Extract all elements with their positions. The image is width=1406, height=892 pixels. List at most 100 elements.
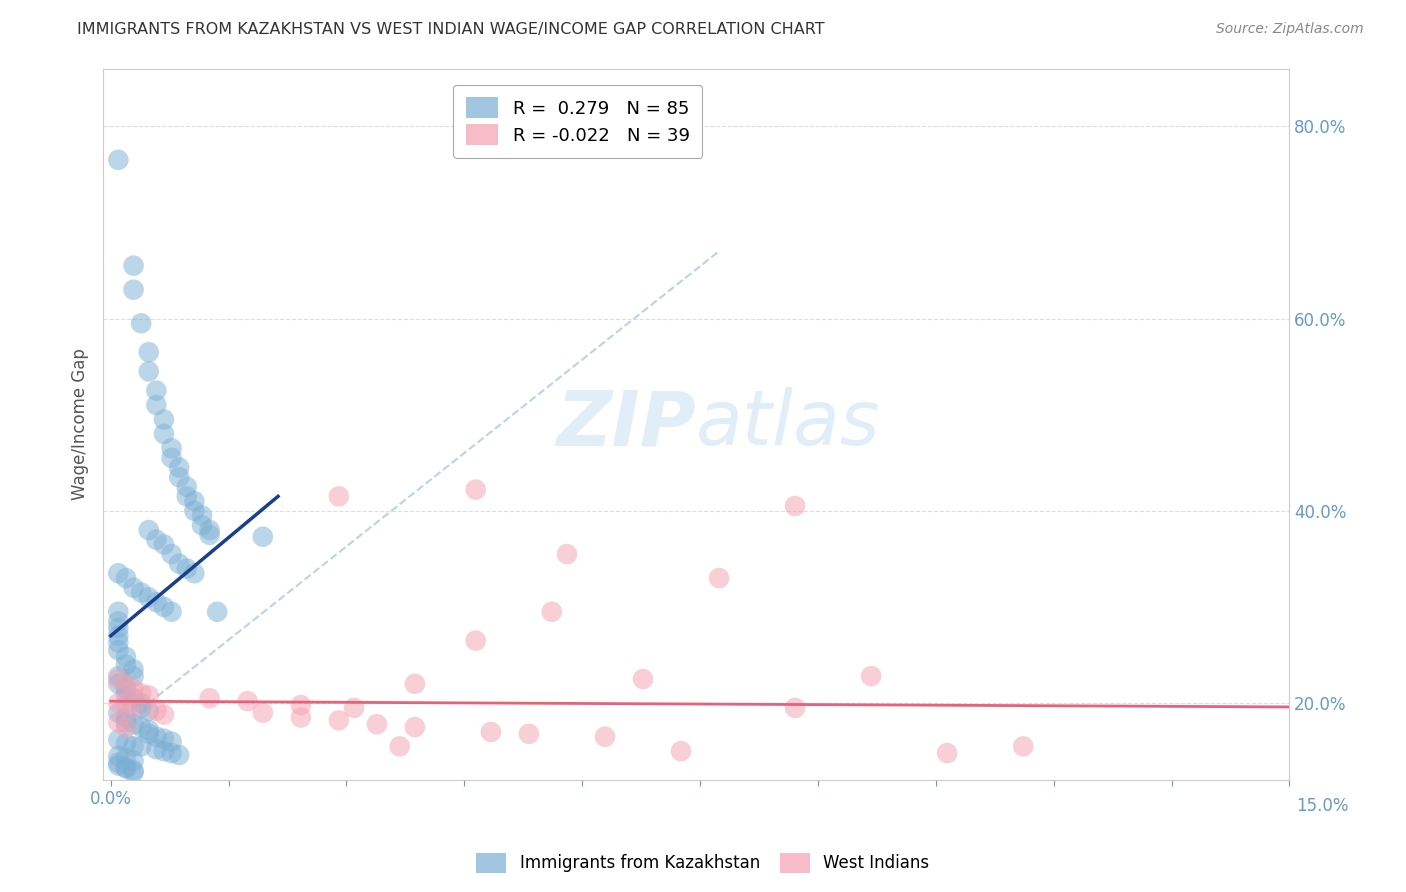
Point xyxy=(122,662,145,676)
Legend: Immigrants from Kazakhstan, West Indians: Immigrants from Kazakhstan, West Indians xyxy=(470,847,936,880)
Point xyxy=(404,720,426,734)
Point xyxy=(115,689,138,703)
Point xyxy=(160,442,183,456)
Point xyxy=(122,739,145,754)
Point xyxy=(328,714,350,728)
Point xyxy=(115,760,138,774)
Point xyxy=(160,734,183,748)
Point xyxy=(107,621,129,635)
Point xyxy=(115,720,138,734)
Point xyxy=(122,701,145,715)
Legend: R =  0.279   N = 85, R = -0.022   N = 39: R = 0.279 N = 85, R = -0.022 N = 39 xyxy=(453,85,702,158)
Point xyxy=(145,730,167,744)
Point xyxy=(669,744,692,758)
Point xyxy=(122,717,145,731)
Point xyxy=(176,480,198,494)
Point xyxy=(198,523,221,537)
Y-axis label: Wage/Income Gap: Wage/Income Gap xyxy=(72,348,89,500)
Point xyxy=(115,698,138,712)
Point xyxy=(191,508,214,523)
Point xyxy=(138,591,160,605)
Point xyxy=(115,751,138,765)
Point xyxy=(122,681,145,696)
Point xyxy=(366,717,388,731)
Point xyxy=(129,696,152,710)
Point xyxy=(464,483,486,497)
Point xyxy=(160,547,183,561)
Point xyxy=(115,710,138,724)
Point xyxy=(153,599,176,614)
Point xyxy=(183,566,205,581)
Point xyxy=(107,696,129,710)
Point xyxy=(153,412,176,426)
Point xyxy=(138,723,160,737)
Point xyxy=(129,316,152,330)
Point xyxy=(115,679,138,693)
Point xyxy=(122,764,145,778)
Point xyxy=(191,518,214,533)
Text: Source: ZipAtlas.com: Source: ZipAtlas.com xyxy=(1216,22,1364,37)
Point xyxy=(176,489,198,503)
Point xyxy=(115,762,138,776)
Point xyxy=(176,561,198,575)
Point xyxy=(860,669,883,683)
Point xyxy=(107,643,129,657)
Point xyxy=(236,694,259,708)
Point xyxy=(153,537,176,551)
Point xyxy=(153,426,176,441)
Point xyxy=(122,691,145,706)
Point xyxy=(138,727,160,741)
Point xyxy=(290,710,312,724)
Point xyxy=(138,364,160,378)
Point xyxy=(122,754,145,768)
Point xyxy=(115,571,138,585)
Point xyxy=(122,765,145,780)
Point xyxy=(631,672,654,686)
Point xyxy=(115,649,138,664)
Point xyxy=(129,720,152,734)
Point xyxy=(555,547,578,561)
Point xyxy=(107,672,129,686)
Point xyxy=(129,739,152,754)
Point xyxy=(107,756,129,770)
Point xyxy=(167,460,190,475)
Point xyxy=(153,731,176,746)
Point xyxy=(107,153,129,167)
Point xyxy=(183,504,205,518)
Point xyxy=(388,739,411,754)
Point xyxy=(115,736,138,750)
Point xyxy=(115,681,138,696)
Point xyxy=(145,704,167,718)
Point xyxy=(122,581,145,595)
Point xyxy=(107,669,129,683)
Point xyxy=(122,283,145,297)
Point xyxy=(145,742,167,756)
Point xyxy=(343,701,366,715)
Point xyxy=(785,499,807,513)
Point xyxy=(145,595,167,609)
Point xyxy=(107,566,129,581)
Point xyxy=(107,758,129,772)
Point xyxy=(464,633,486,648)
Point xyxy=(145,533,167,547)
Point xyxy=(122,259,145,273)
Point xyxy=(517,727,540,741)
Point xyxy=(145,398,167,412)
Point xyxy=(183,494,205,508)
Point xyxy=(328,489,350,503)
Text: IMMIGRANTS FROM KAZAKHSTAN VS WEST INDIAN WAGE/INCOME GAP CORRELATION CHART: IMMIGRANTS FROM KAZAKHSTAN VS WEST INDIA… xyxy=(77,22,825,37)
Point xyxy=(205,605,228,619)
Point xyxy=(785,701,807,715)
Point xyxy=(160,450,183,465)
Point xyxy=(107,748,129,763)
Point xyxy=(540,605,562,619)
Point xyxy=(138,704,160,718)
Point xyxy=(115,657,138,672)
Point xyxy=(153,707,176,722)
Point xyxy=(198,691,221,706)
Point xyxy=(160,605,183,619)
Point xyxy=(138,523,160,537)
Point xyxy=(129,585,152,599)
Point xyxy=(107,605,129,619)
Point xyxy=(153,744,176,758)
